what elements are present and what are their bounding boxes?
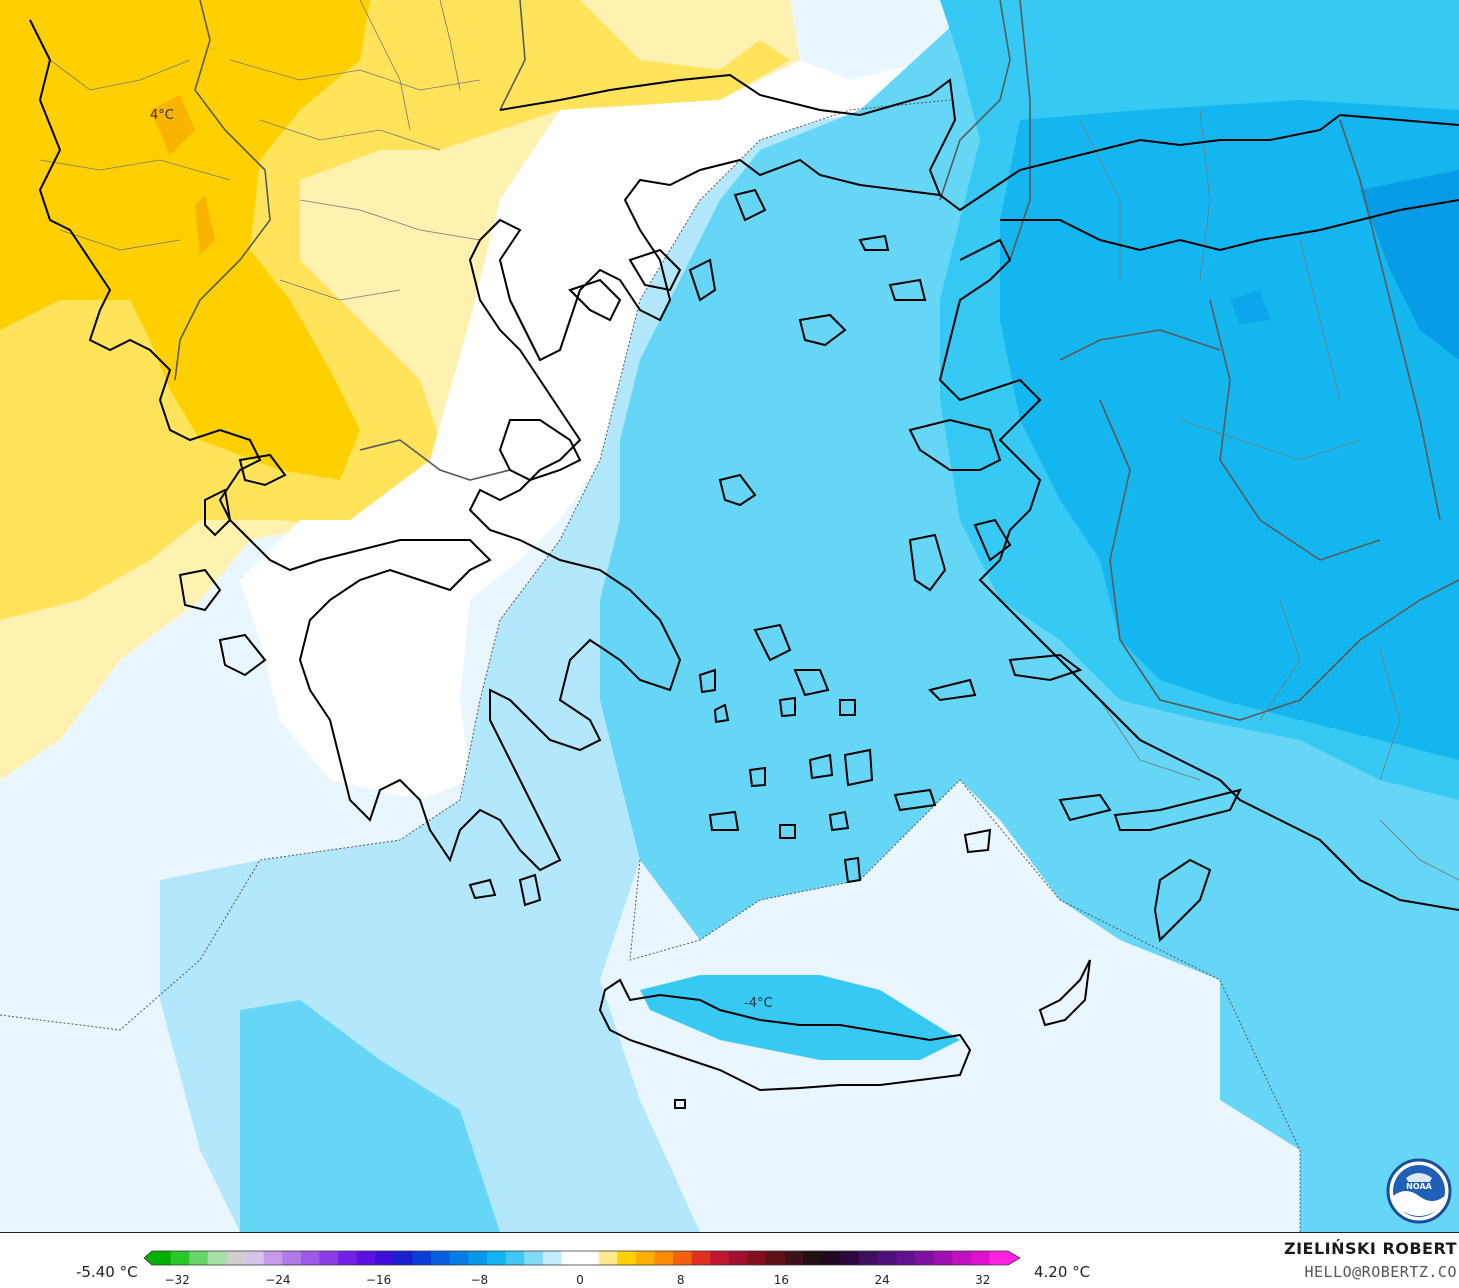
legend-swatch	[952, 1251, 972, 1265]
legend-swatch	[580, 1251, 600, 1265]
legend-swatch	[747, 1251, 767, 1265]
legend-swatch	[282, 1251, 302, 1265]
legend-swatch	[226, 1251, 246, 1265]
legend-border	[143, 1250, 1021, 1266]
contour-neg2	[629, 779, 1301, 1232]
legend-arrow-right	[1008, 1251, 1020, 1265]
legend-swatch	[412, 1251, 432, 1265]
legend-swatch	[877, 1251, 897, 1265]
legend-tick-label: −24	[265, 1273, 290, 1287]
legend-swatch	[933, 1251, 953, 1265]
legend-swatch	[356, 1251, 376, 1265]
legend-swatch	[449, 1251, 469, 1265]
legend-swatch	[914, 1251, 935, 1265]
legend-tick-label: 0	[576, 1273, 584, 1287]
legend-swatch	[821, 1251, 842, 1265]
legend-max-label: 4.20 °C	[1034, 1263, 1091, 1281]
legend-min-label: -5.40 °C	[76, 1263, 138, 1281]
temperature-map: 4°C -4°C NOAA	[0, 0, 1459, 1232]
legend-swatch	[300, 1251, 320, 1265]
field-orange-patch-2	[195, 195, 215, 255]
legend-swatch	[338, 1251, 358, 1265]
label-crete: -4°C	[744, 996, 773, 1011]
field-white	[240, 60, 950, 800]
legend-swatch	[840, 1251, 860, 1265]
legend-arrow-left	[144, 1251, 152, 1265]
legend-swatch	[375, 1251, 395, 1265]
country-borders	[174, 0, 1459, 721]
legend-swatch	[263, 1251, 283, 1265]
field-blue-mid-south	[240, 1000, 500, 1232]
map-canvas	[0, 0, 1459, 1232]
legend-swatch	[152, 1251, 172, 1265]
legend-swatch	[431, 1251, 451, 1265]
legend-swatch	[617, 1251, 637, 1265]
legend-tick-label: 32	[975, 1273, 990, 1287]
legend-tick-label: 8	[677, 1273, 685, 1287]
legend-swatch	[468, 1251, 488, 1265]
legend-tick-label: −8	[470, 1273, 488, 1287]
legend-tick-label: −16	[366, 1273, 391, 1287]
legend-swatch	[766, 1251, 786, 1265]
legend-swatch	[970, 1251, 990, 1265]
legend-swatch	[542, 1251, 562, 1265]
legend-swatch	[393, 1251, 414, 1265]
legend-swatch	[710, 1251, 730, 1265]
legend-swatch	[207, 1251, 227, 1265]
legend-swatch	[319, 1251, 339, 1265]
legend-swatch	[896, 1251, 916, 1265]
legend-tick-label: −32	[165, 1273, 190, 1287]
legend-swatch	[561, 1251, 581, 1265]
field-blue-darker	[1360, 170, 1459, 360]
credit-email: HELLO@ROBERTZ.CO	[1304, 1263, 1457, 1281]
legend-tick-label: 24	[874, 1273, 889, 1287]
field-orange-strong	[0, 0, 370, 480]
legend-bar: -5.40 °C −32 −24 −16 −8 0 8 16 24 32 4.20 °C ZIE…	[0, 1232, 1459, 1288]
svg-text:NOAA: NOAA	[1406, 1182, 1432, 1191]
legend-swatch	[635, 1251, 655, 1265]
field-orange-patch	[150, 95, 195, 155]
legend-swatch	[989, 1251, 1009, 1265]
coastlines	[29, 19, 1459, 1109]
legend-swatch	[598, 1251, 618, 1265]
noaa-logo-icon: NOAA	[1386, 1158, 1452, 1228]
field-blue-darker-2	[1230, 290, 1270, 325]
legend-tick-label: 16	[774, 1273, 789, 1287]
field-blue-mid-se	[1360, 920, 1459, 1060]
legend-colorbar: −32 −24 −16 −8 0 8 16 24 32	[143, 1250, 1021, 1287]
legend-swatch	[784, 1251, 804, 1265]
legend-swatch	[524, 1251, 544, 1265]
legend-swatch	[654, 1251, 674, 1265]
legend-swatch	[486, 1251, 507, 1265]
legend-swatch	[691, 1251, 711, 1265]
legend-swatch	[505, 1251, 525, 1265]
legend-swatch	[245, 1251, 265, 1265]
credit-name: ZIELIŃSKI ROBERT	[1283, 1239, 1457, 1258]
legend-swatch	[170, 1251, 190, 1265]
legend-swatch	[189, 1251, 209, 1265]
legend-swatch	[859, 1251, 879, 1265]
label-north: 4°C	[150, 108, 174, 123]
legend-swatch	[803, 1251, 823, 1265]
field-blue-strong-crete	[640, 975, 960, 1060]
regional-borders	[39, 0, 1459, 881]
legend-swatch	[728, 1251, 748, 1265]
legend-swatch	[673, 1251, 693, 1265]
